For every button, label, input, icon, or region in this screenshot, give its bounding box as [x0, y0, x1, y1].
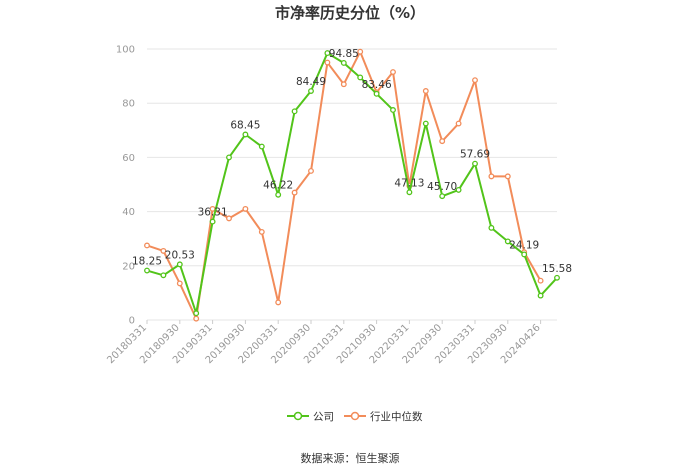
series-0-point[interactable]: [324, 50, 331, 57]
series-1-point[interactable]: [242, 205, 249, 212]
data-label: 47.13: [394, 177, 424, 189]
data-label: 94.85: [329, 48, 359, 60]
legend-industry-label: 行业中位数: [370, 410, 423, 423]
grid: [147, 48, 557, 321]
series-1-point[interactable]: [472, 77, 478, 84]
series-0-point[interactable]: [258, 143, 265, 150]
series-1-point[interactable]: [455, 120, 462, 127]
series-0-point[interactable]: [439, 193, 446, 200]
series-0-point[interactable]: [357, 74, 364, 81]
legend-item-industry[interactable]: 行业中位数: [344, 410, 423, 423]
series-0-point[interactable]: [504, 238, 511, 245]
series-1-point[interactable]: [193, 315, 200, 322]
data-label: 68.45: [230, 120, 260, 132]
series-0-point[interactable]: [390, 107, 396, 113]
data-label: 45.70: [427, 181, 457, 193]
series-0-point[interactable]: [144, 267, 150, 274]
legend-company-marker-icon: [293, 411, 303, 421]
data-label: 84.49: [296, 76, 326, 88]
series-line-1: [146, 50, 542, 320]
series-1-point[interactable]: [144, 242, 150, 249]
series-0-point[interactable]: [176, 261, 183, 268]
series-0-point[interactable]: [242, 131, 249, 138]
series-1-point[interactable]: [291, 189, 298, 196]
data-label: 36.31: [198, 207, 228, 219]
series-1-point[interactable]: [537, 277, 544, 284]
series-1-point[interactable]: [258, 228, 265, 235]
series-1-point[interactable]: [340, 81, 347, 88]
plot-area: [144, 48, 560, 322]
series-1-point[interactable]: [488, 173, 495, 180]
series-line-0: [146, 52, 558, 315]
data-label: 15.58: [542, 263, 572, 275]
y-tick-label: 60: [122, 153, 135, 164]
series-1-point[interactable]: [357, 48, 364, 55]
data-label: 57.69: [460, 149, 490, 161]
series-0-point[interactable]: [537, 292, 544, 299]
series-0-point[interactable]: [422, 120, 429, 127]
series-1-point[interactable]: [422, 88, 429, 94]
y-tick-label: 20: [122, 261, 135, 272]
series-0-point[interactable]: [455, 186, 462, 193]
y-tick-label: 100: [116, 45, 135, 56]
data-label: 20.53: [165, 249, 195, 261]
series-1-point[interactable]: [160, 247, 167, 254]
data-label: 24.19: [509, 239, 539, 251]
series-0-point[interactable]: [373, 90, 380, 97]
y-axis: 0 20 40 60 80 100: [116, 45, 135, 327]
legend-industry-marker-icon: [350, 411, 360, 421]
series-0-point[interactable]: [472, 160, 478, 167]
legend-company-label: 公司: [313, 411, 334, 423]
series-1-point[interactable]: [504, 173, 511, 180]
series-1-point[interactable]: [324, 59, 331, 66]
series-1-point[interactable]: [390, 69, 396, 75]
data-label: 83.46: [362, 79, 392, 91]
series-0-point[interactable]: [209, 218, 216, 225]
series-0-point[interactable]: [406, 189, 413, 196]
series-0-point[interactable]: [193, 310, 200, 317]
series-0-point[interactable]: [340, 60, 347, 66]
series-0-point[interactable]: [291, 108, 298, 115]
series-0-point[interactable]: [488, 224, 495, 231]
series-0-point[interactable]: [160, 272, 167, 279]
series-1-point[interactable]: [176, 280, 183, 287]
series-0-point[interactable]: [308, 88, 314, 94]
legend-item-company[interactable]: 公司: [287, 411, 334, 423]
series-0-point[interactable]: [554, 274, 560, 281]
series-1-point[interactable]: [308, 167, 314, 174]
series-0-point[interactable]: [226, 154, 232, 161]
data-label: 18.25: [132, 256, 162, 268]
x-axis: 2018033120180930201903312019093020200331…: [105, 320, 543, 366]
series-0-point[interactable]: [275, 191, 282, 198]
source-note: 数据来源：恒生聚源: [301, 451, 400, 465]
series-1-point[interactable]: [226, 215, 232, 222]
y-tick-label: 40: [122, 207, 135, 218]
series-1-point[interactable]: [439, 138, 446, 145]
series-1-point[interactable]: [275, 299, 282, 306]
y-tick-label: 80: [122, 99, 135, 110]
series-0-point[interactable]: [521, 251, 528, 258]
chart-title: 市净率历史分位（%）: [275, 4, 425, 22]
legend[interactable]: 公司 行业中位数: [287, 410, 423, 423]
y-tick-label: 0: [129, 316, 135, 327]
data-label: 46.22: [263, 180, 293, 192]
